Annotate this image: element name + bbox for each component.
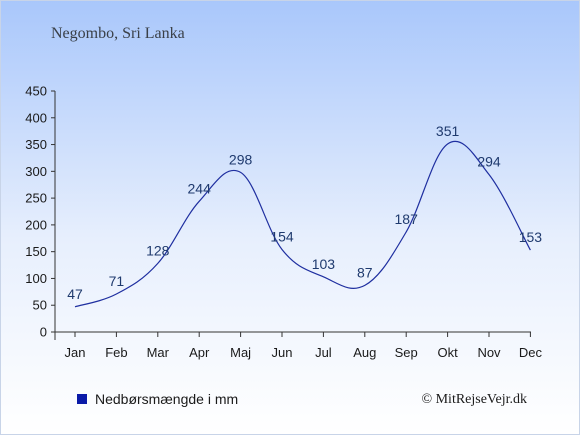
precipitation-line [74, 140, 531, 308]
y-tick-label: 250 [25, 191, 47, 206]
legend-swatch [77, 394, 87, 404]
x-tick-label: Okt [437, 345, 458, 360]
x-tick-label: Maj [230, 345, 251, 360]
data-labels: 47 71 128 244 298 154 103 87 187 351 294 153 [67, 123, 542, 302]
chart-title: Negombo, Sri Lanka [51, 25, 185, 42]
x-tick-label: Feb [105, 345, 127, 360]
x-tick-label: Jun [272, 345, 293, 360]
axes [51, 91, 531, 340]
credit-text: © MitRejseVejr.dk [421, 392, 527, 407]
x-tick-label: Aug [353, 345, 376, 360]
data-label: 87 [357, 264, 373, 280]
y-tick-label: 100 [25, 271, 47, 286]
x-tick-label: Dec [519, 345, 543, 360]
x-tick-label: Mar [147, 345, 170, 360]
data-label: 153 [519, 229, 543, 245]
x-tick-label: Sep [395, 345, 418, 360]
y-tick-label: 350 [25, 137, 47, 152]
data-label: 244 [188, 180, 212, 196]
data-label: 154 [270, 229, 294, 245]
data-label: 103 [312, 256, 336, 272]
y-tick-label: 450 [25, 84, 47, 99]
data-label: 298 [229, 151, 253, 167]
data-label: 187 [395, 211, 419, 227]
x-tick-label: Apr [189, 345, 210, 360]
y-tick-label: 0 [40, 325, 47, 340]
x-tick-label: Jan [65, 345, 86, 360]
y-tick-label: 400 [25, 110, 47, 125]
data-label: 294 [477, 154, 501, 170]
data-label: 351 [436, 123, 460, 139]
data-label: 47 [67, 286, 83, 302]
y-tick-label: 150 [25, 244, 47, 259]
data-label: 128 [146, 242, 170, 258]
data-label: 71 [109, 273, 125, 289]
y-tick-label: 300 [25, 164, 47, 179]
y-tick-label: 200 [25, 217, 47, 232]
legend-label: Nedbørsmængde i mm [95, 391, 238, 407]
y-axis-ticks: 0 50 100 150 200 250 300 350 400 450 [25, 84, 55, 340]
x-tick-label: Jul [315, 345, 332, 360]
x-tick-label: Nov [477, 345, 501, 360]
y-tick-label: 50 [33, 298, 47, 313]
x-axis-ticks: Jan Feb Mar Apr Maj Jun Jul Aug Sep Okt Nov Dec [65, 332, 543, 360]
